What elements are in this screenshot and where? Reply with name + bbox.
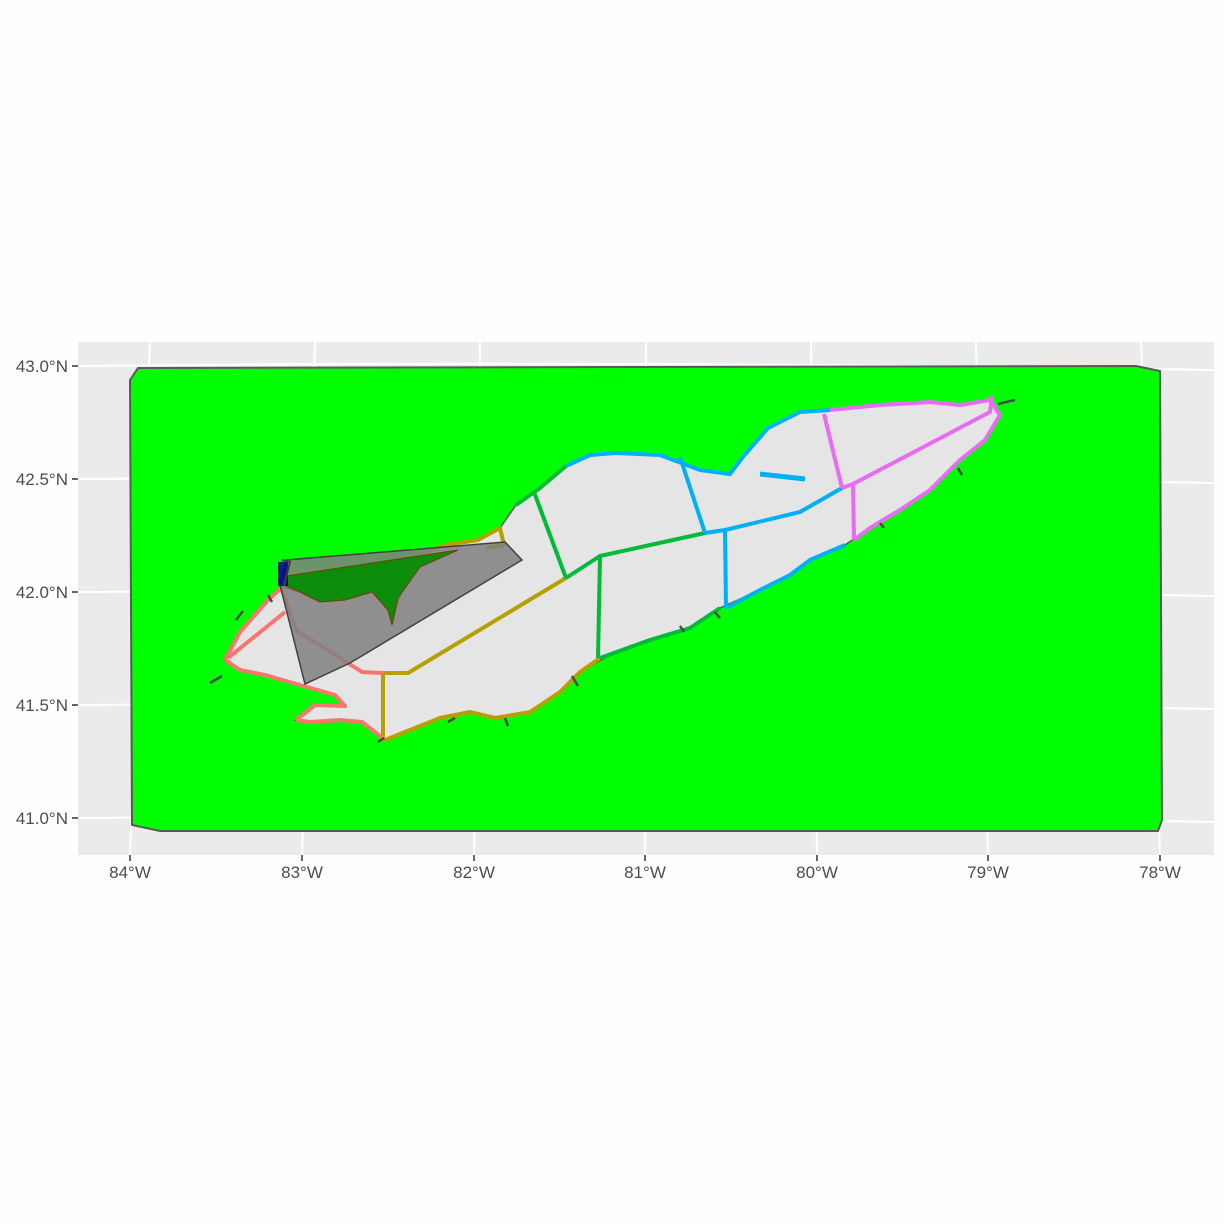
y-tick-label-41-5n: 41.5°N	[16, 696, 68, 715]
stream-mark-7	[570, 675, 580, 687]
y-tick-label-42-5n: 42.5°N	[16, 470, 68, 489]
basin-4-outline	[565, 408, 846, 610]
y-tick-label-41n: 41.0°N	[16, 809, 68, 828]
stream-mark-2	[235, 610, 244, 621]
stream-mark-6	[503, 717, 510, 727]
stream-mark-10	[879, 522, 885, 529]
x-tick-label-80w: 80°W	[796, 863, 838, 882]
marker-stroke	[281, 559, 292, 587]
stream-mark-9	[714, 611, 721, 619]
basin-2-outline	[381, 526, 602, 742]
marker-block	[278, 562, 288, 586]
stream-mouths	[209, 398, 1016, 744]
x-tick-label-79w: 79°W	[967, 863, 1009, 882]
stream-mark-1	[209, 674, 223, 685]
x-tick-label-83w: 83°W	[281, 863, 323, 882]
axis-ticks	[72, 365, 1161, 861]
x-tick-label-84w: 84°W	[109, 863, 151, 882]
stream-mark-11	[956, 467, 964, 476]
basin-5-outline	[822, 395, 1002, 542]
stream-mark-3	[266, 594, 274, 603]
basin-1-outline	[223, 585, 387, 742]
stream-mark-8	[678, 625, 686, 633]
stream-mark-4	[377, 736, 385, 744]
stream-mark-12	[997, 398, 1016, 406]
river-segment	[759, 471, 806, 482]
x-tick-label-82w: 82°W	[453, 863, 495, 882]
stream-mark-5	[447, 716, 456, 724]
x-tick-label-81w: 81°W	[624, 863, 666, 882]
y-tick-label-42n: 42.0°N	[16, 583, 68, 602]
y-tick-label-43n: 43.0°N	[16, 357, 68, 376]
basin-3-outline	[514, 464, 722, 660]
x-tick-label-78w: 78°W	[1139, 863, 1181, 882]
intersection-area	[285, 549, 459, 626]
river-marker	[278, 559, 292, 587]
basin-boundaries	[223, 395, 1002, 742]
